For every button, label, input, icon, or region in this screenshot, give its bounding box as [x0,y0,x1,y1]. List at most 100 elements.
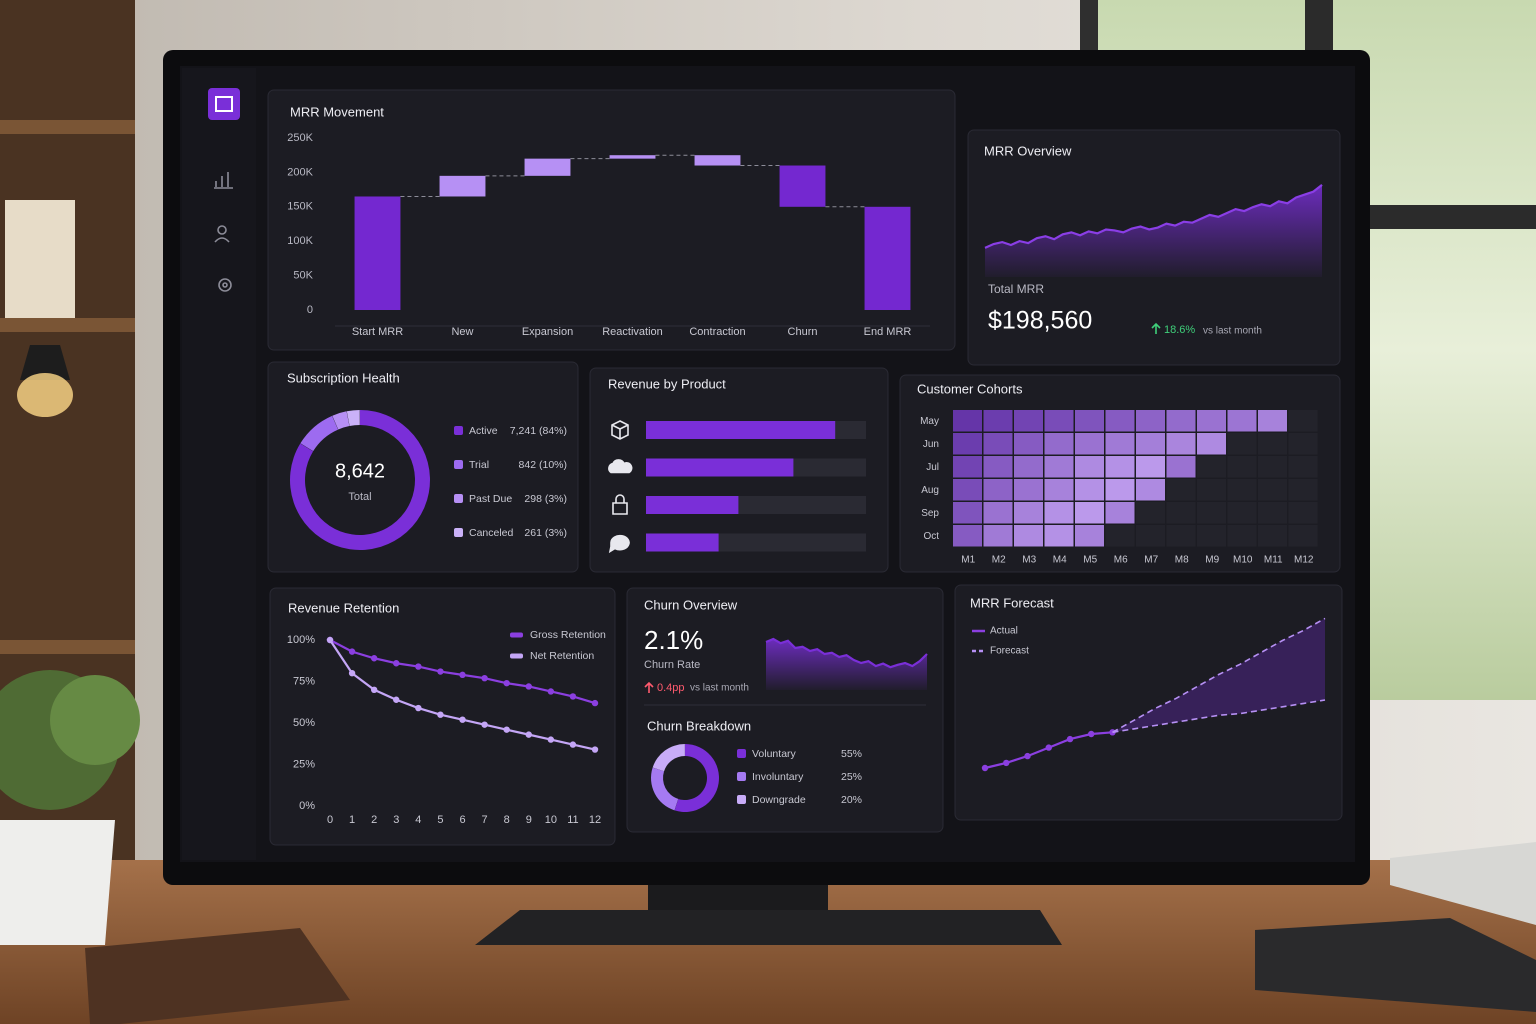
heat-cell [953,525,982,547]
nav-analytics[interactable] [214,172,233,189]
x-tick-label: 5 [437,814,443,826]
legend-swatch [454,494,463,503]
nav-icons [214,172,233,292]
column-label: M7 [1144,555,1158,566]
empty-cell [1288,479,1318,501]
legend-swatch [737,772,746,781]
value-label: 55% [841,748,862,760]
heat-cell [1075,502,1104,524]
nav-settings-hub [222,282,228,288]
bar [354,196,401,310]
kpi-change-note: vs last month [1203,326,1262,337]
series-line [1112,617,1326,733]
legend-label: Gross Retention [530,629,606,641]
empty-cell [1258,479,1287,501]
x-tick-label: 6 [459,814,465,826]
empty-cell [1227,525,1257,547]
notebook [1255,918,1536,1012]
sidebar [182,68,256,860]
value-label: 842 (10%) [519,459,567,471]
empty-cell [1258,456,1287,478]
product-icon [608,534,630,554]
heat-cell [953,456,982,478]
heat-cell [1105,502,1135,524]
heat-cell [1136,456,1165,478]
series-point [525,683,532,690]
empty-cell [1288,433,1318,455]
heat-cell [1197,433,1226,455]
empty-cell [1105,525,1135,547]
series-point [569,693,577,700]
bar [439,175,486,197]
series-point [1088,730,1095,738]
empty-cell [1136,525,1165,547]
books [5,200,75,318]
value-label: 7,241 (84%) [510,425,567,437]
bar [779,165,826,207]
heat-cell [983,433,1013,455]
y-tick-label: 0% [299,800,315,812]
heat-cell [1014,525,1043,547]
bar [646,496,739,514]
column-label: M11 [1264,555,1283,566]
heat-cell [1014,433,1043,455]
series-point [415,663,422,670]
heat-cell [953,502,982,524]
y-tick-label: 25% [293,758,315,770]
laptop [1390,842,1536,925]
heat-cell [1075,410,1104,432]
heat-cell [983,479,1013,501]
kpi-kpi: $198,560 [988,307,1092,335]
row-label: Aug [921,485,939,496]
logo-glyph [215,96,233,112]
area-fill [985,184,1322,277]
empty-cell [1166,502,1196,524]
y-tick-label: 200K [287,166,313,178]
value-label: 261 (3%) [524,527,567,539]
legend-swatch [454,460,463,469]
y-tick-label: 50K [293,270,313,282]
area-line [984,183,1323,249]
empty-cell [1197,479,1226,501]
heat-cell [953,410,982,432]
product-icon [608,459,633,474]
series-point [591,746,599,753]
kpi-change: 0.4pp [657,682,685,694]
x-tick-label: 3 [393,814,399,826]
series-point [459,716,466,723]
legend-label: Past Due [469,493,512,505]
heat-cell [1197,410,1226,432]
series-point [1045,744,1052,751]
product-icon [612,494,628,515]
x-tick-label: 1 [349,814,355,826]
series-point [370,655,378,662]
logo[interactable] [208,88,240,120]
y-tick-label: 150K [287,201,313,213]
heat-cell [983,410,1013,432]
legend-swatch [510,632,523,638]
kpi-kpi: 2.1% [644,625,703,655]
empty-cell [1258,502,1287,524]
nav-settings[interactable] [218,278,232,292]
series-point [1024,752,1031,760]
x-tick-label: End MRR [864,326,912,338]
bar [609,155,656,159]
legend-label: Voluntary [752,748,797,760]
panel-title: Revenue Retention [288,600,399,615]
kpi-kpi: 8,642 [335,460,385,482]
x-tick-label: New [451,326,473,338]
legend-label: Involuntary [752,771,804,783]
y-tick-label: 50% [293,717,315,729]
x-tick-label: Expansion [522,326,573,338]
heat-cell [1075,433,1104,455]
series-point [437,711,444,718]
nav-users[interactable] [217,225,227,235]
kpi-kpi-label: Total [348,491,371,503]
series-point [326,636,334,644]
series-point [348,670,356,677]
product-icon [611,420,629,440]
series-point [981,764,989,772]
series-point [547,736,555,743]
legend-label: Canceled [469,527,514,539]
